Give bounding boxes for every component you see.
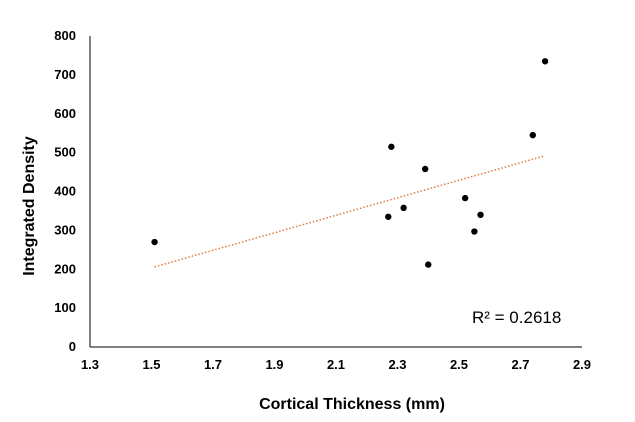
data-point: [151, 238, 158, 246]
x-tick-label: 2.9: [573, 357, 591, 372]
y-tick-label: 400: [54, 184, 76, 199]
x-axis-ticks: 1.3 1.5 1.7 1.9 2.1 2.3 2.5 2.7 2.9: [81, 357, 591, 372]
y-tick-label: 500: [54, 145, 76, 160]
x-tick-label: 2.5: [450, 357, 468, 372]
x-tick-label: 1.3: [81, 357, 99, 372]
data-point: [541, 58, 549, 65]
x-tick-label: 1.7: [204, 357, 222, 372]
data-point: [385, 213, 392, 220]
data-point: [477, 211, 484, 219]
y-tick-label: 200: [54, 261, 76, 276]
data-point: [400, 204, 407, 212]
x-axis-title: Cortical Thickness (mm): [259, 396, 445, 413]
data-point: [425, 261, 432, 268]
x-tick-label: 2.1: [327, 357, 345, 372]
data-point: [421, 165, 429, 173]
x-tick-label: 1.5: [142, 357, 160, 372]
data-point: [461, 194, 469, 202]
data-point: [529, 131, 536, 139]
y-tick-label: 300: [54, 222, 76, 237]
y-axis-title: Integrated Density: [21, 136, 38, 276]
y-tick-label: 100: [54, 300, 76, 315]
trendline: [154, 155, 546, 268]
y-tick-label: 600: [54, 106, 76, 121]
y-axis-ticks: 0 100 200 300 400 500 600 700 800: [54, 28, 76, 354]
y-tick-label: 700: [54, 67, 76, 82]
x-tick-label: 1.9: [265, 357, 283, 372]
r-squared-annotation: R² = 0.2618: [472, 308, 561, 327]
x-tick-label: 2.3: [388, 357, 406, 372]
y-tick-label: 0: [69, 339, 76, 354]
y-tick-label: 800: [54, 28, 76, 43]
data-point: [388, 143, 395, 150]
x-tick-label: 2.7: [511, 357, 529, 372]
data-points: [151, 58, 549, 268]
data-point: [471, 228, 478, 235]
